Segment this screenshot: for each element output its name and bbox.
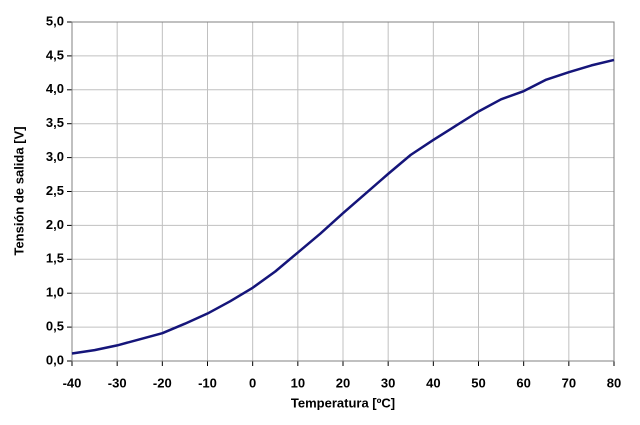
x-tick-label: 10 bbox=[291, 375, 305, 390]
y-tick-label: 4,5 bbox=[46, 47, 64, 62]
y-tick-label: 2,5 bbox=[46, 183, 64, 198]
x-axis-title: Temperatura [ºC] bbox=[291, 395, 395, 410]
x-tick-label: 0 bbox=[249, 375, 256, 390]
y-tick-label: 3,0 bbox=[46, 149, 64, 164]
x-tick-label: 70 bbox=[562, 375, 576, 390]
x-tick-label: -10 bbox=[198, 375, 217, 390]
plot-frame bbox=[71, 21, 615, 362]
y-tick-label: 4,0 bbox=[46, 81, 64, 96]
x-tick-label: 20 bbox=[336, 375, 350, 390]
x-tick-label: -30 bbox=[108, 375, 127, 390]
x-tick-label: -40 bbox=[63, 375, 82, 390]
x-tick-label: 60 bbox=[516, 375, 530, 390]
y-tick-label: 0,5 bbox=[46, 319, 64, 334]
y-tick-label: 1,0 bbox=[46, 285, 64, 300]
y-tick-label: 1,5 bbox=[46, 251, 64, 266]
y-tick-label: 0,0 bbox=[46, 352, 64, 367]
data-line bbox=[71, 58, 615, 355]
y-tick-label: 2,0 bbox=[46, 217, 64, 232]
y-tick-label: 3,5 bbox=[46, 115, 64, 130]
x-tick-label: 30 bbox=[381, 375, 395, 390]
x-tick-label: 50 bbox=[471, 375, 485, 390]
x-tick-label: 80 bbox=[607, 375, 621, 390]
x-tick-label: -20 bbox=[153, 375, 172, 390]
x-tick-label: 40 bbox=[426, 375, 440, 390]
y-axis-title: Tensión de salida [V] bbox=[11, 126, 26, 255]
y-tick-label: 5,0 bbox=[46, 13, 64, 28]
